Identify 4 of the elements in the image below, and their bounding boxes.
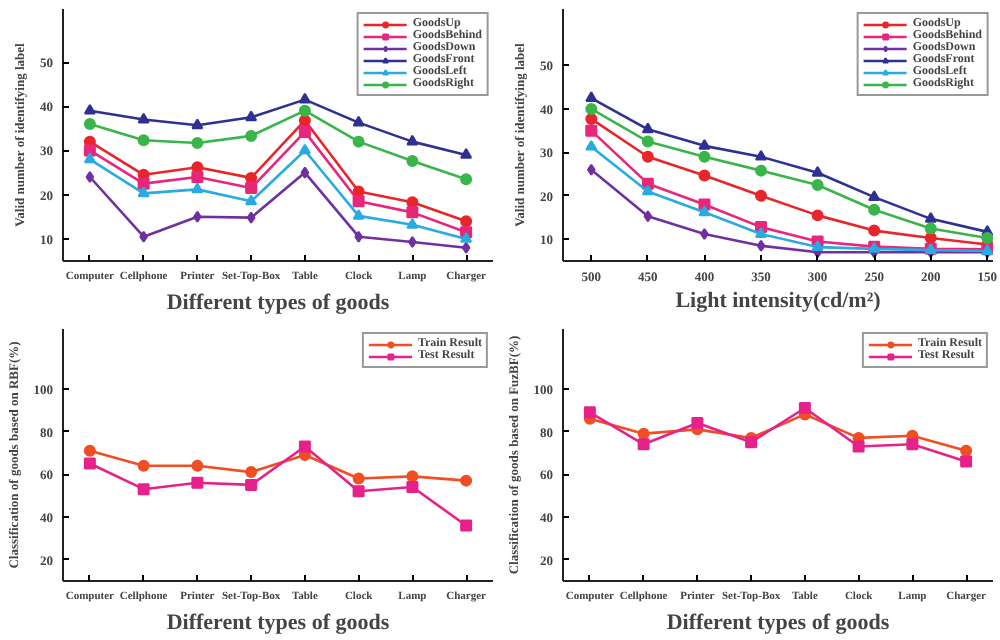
x-axis-title: Different types of goods	[666, 611, 891, 635]
x-axis-title: Different types of goods	[166, 611, 391, 635]
x-axis-title: Light intensity(cd/m²)	[675, 289, 882, 313]
x-axis-title: Different types of goods	[166, 291, 391, 315]
